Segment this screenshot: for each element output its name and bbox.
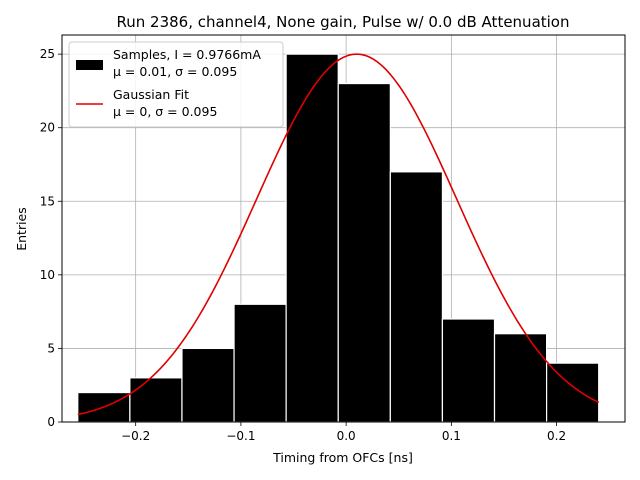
legend-fit-stats: μ = 0, σ = 0.095 — [113, 104, 217, 119]
y-tick-label: 20 — [40, 121, 55, 135]
legend-samples-label: Samples, I = 0.9766mA — [113, 47, 261, 62]
x-axis-ticks: −0.2 −0.1 0.0 0.1 0.2 — [121, 422, 566, 443]
histogram-bar — [546, 362, 600, 423]
histogram-bar — [493, 333, 548, 423]
legend: Samples, I = 0.9766mA μ = 0.01, σ = 0.09… — [68, 41, 284, 128]
legend-samples-stats: μ = 0.01, σ = 0.095 — [113, 64, 237, 79]
y-tick-label: 10 — [40, 268, 55, 282]
y-tick-label: 5 — [47, 341, 55, 355]
x-tick-label: −0.1 — [226, 429, 255, 443]
histogram-bar — [441, 318, 496, 423]
x-tick-label: 0.0 — [337, 429, 356, 443]
plot-frame — [61, 34, 626, 423]
y-tick-label: 0 — [47, 415, 55, 429]
legend-samples-swatch — [76, 60, 103, 70]
legend-fit-label: Gaussian Fit — [113, 87, 189, 102]
x-tick-label: 0.1 — [442, 429, 461, 443]
histogram-bar — [129, 377, 183, 423]
histogram-bar — [389, 171, 444, 423]
x-axis-label: Timing from OFCs [ns] — [272, 450, 413, 465]
gaussian-fit — [77, 53, 600, 416]
fit-curve — [77, 53, 600, 416]
histogram-bar — [233, 303, 287, 423]
y-tick-label: 15 — [40, 194, 55, 208]
y-axis-ticks: 0 5 10 15 20 25 — [40, 47, 62, 429]
y-axis-label: Entries — [14, 207, 29, 251]
histogram-bar — [337, 82, 391, 423]
y-tick-label: 25 — [40, 47, 55, 61]
legend-box — [68, 41, 284, 128]
chart-title: Run 2386, channel4, None gain, Pulse w/ … — [117, 13, 570, 31]
x-tick-label: 0.2 — [547, 429, 566, 443]
x-tick-label: −0.2 — [121, 429, 150, 443]
histogram-bar — [181, 347, 235, 423]
histogram-bar — [285, 53, 339, 423]
